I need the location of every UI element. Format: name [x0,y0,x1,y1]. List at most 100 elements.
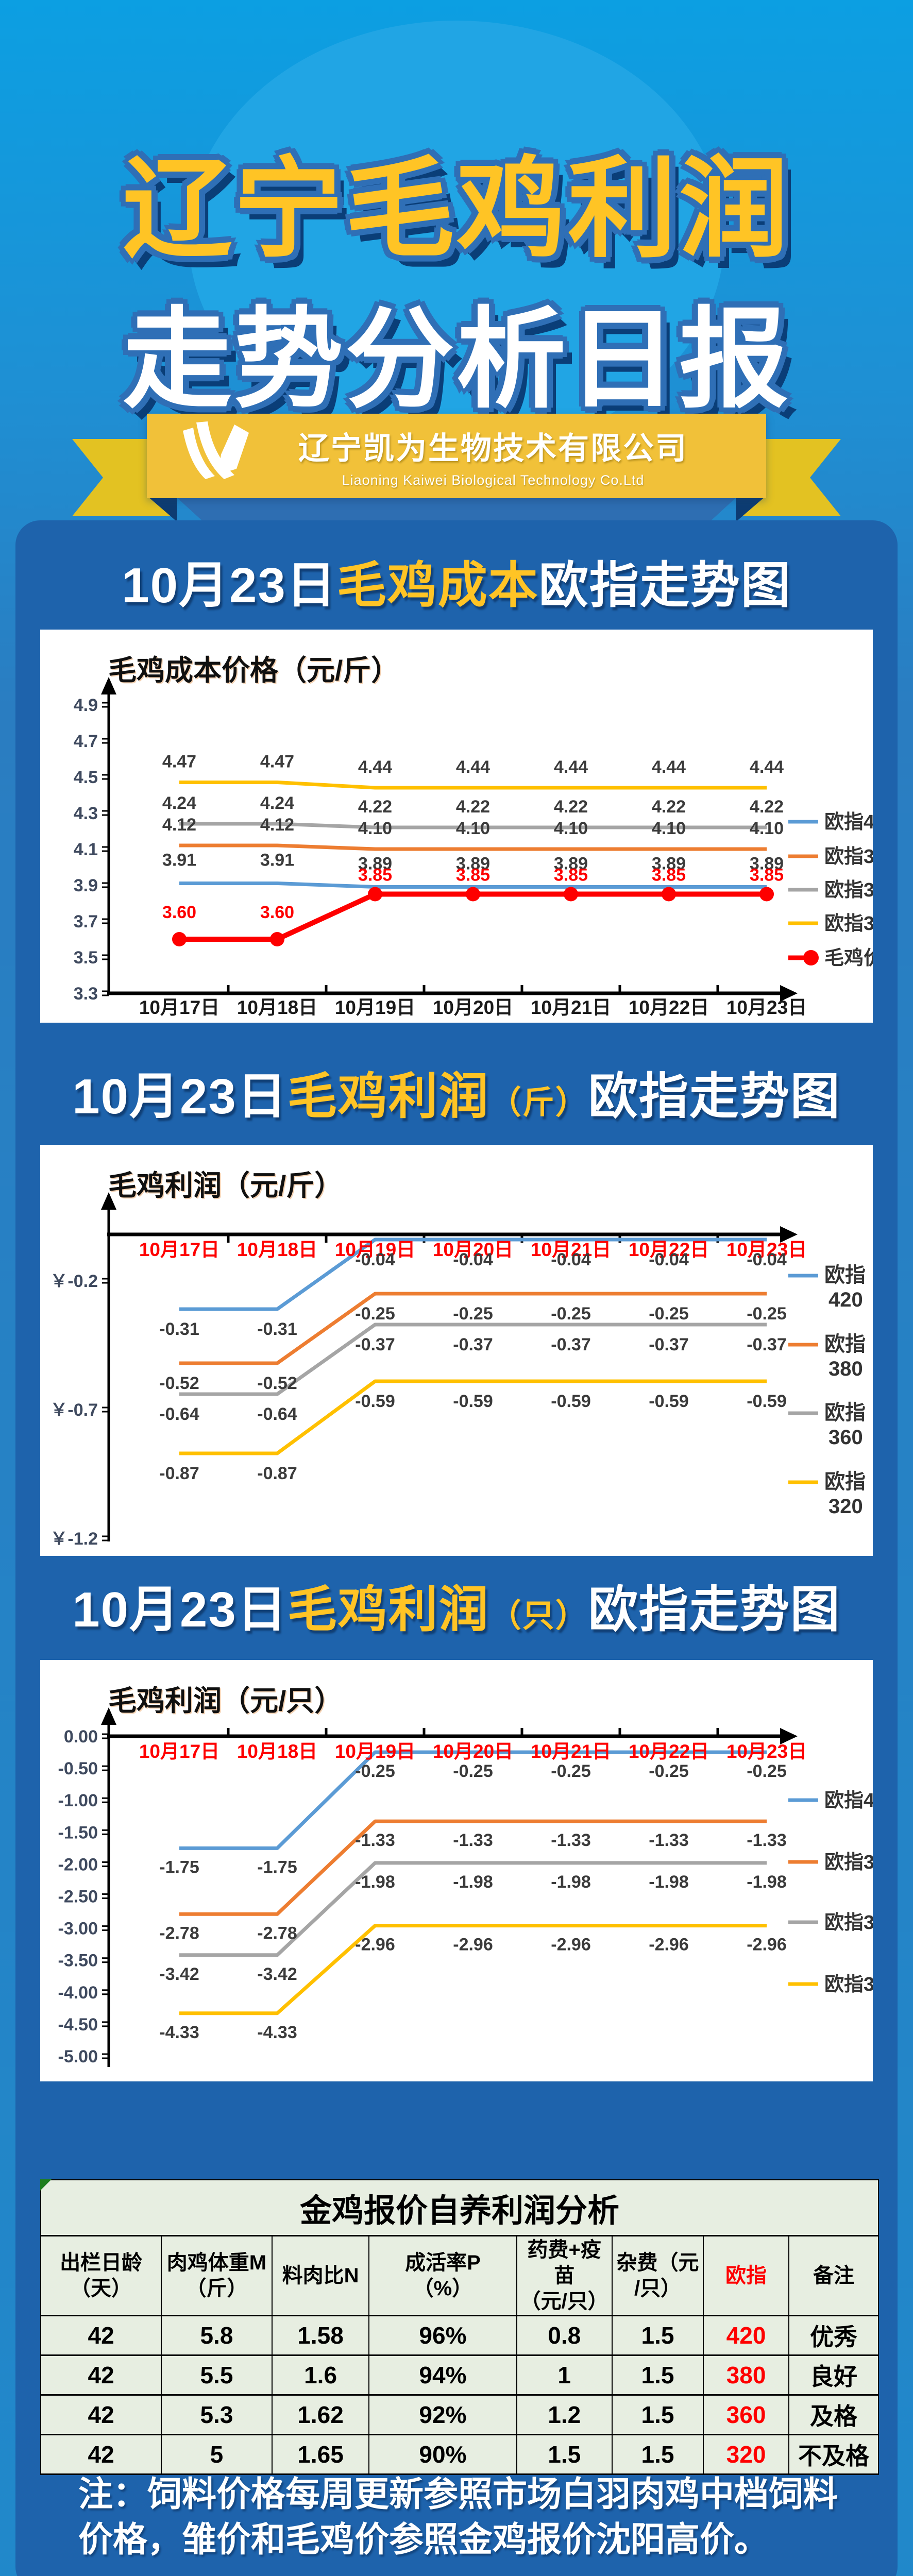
x-tick-label: 10月18日 [237,997,317,1018]
series-line-欧指380 [179,843,767,851]
data-label: 4.24 [162,793,196,813]
background-ellipse [189,21,724,453]
data-label: -0.37 [355,1335,395,1354]
table-cell: 1 [516,2354,613,2396]
y-tick-label: 4.3 [74,804,98,823]
table-cell: 96% [368,2315,517,2356]
table-row: 42 5.5 1.6 94% 1 1.5 380 良好 [40,2354,880,2396]
data-label: -2.96 [453,1935,493,1955]
data-label: -0.37 [453,1335,493,1354]
series-line-欧指360 [179,822,767,829]
company-name-block: 辽宁凯为生物技术有限公司 Liaoning Kaiwei Biological … [251,423,766,488]
table-cell: 1.5 [611,2354,704,2396]
data-label: 4.10 [652,819,686,838]
table-row: 42 5 1.65 90% 1.5 1.5 320 不及格 [40,2434,880,2475]
y-tick-label: 4.7 [74,732,98,751]
data-label: -0.25 [551,1761,591,1781]
data-label: 3.85 [750,866,784,885]
y-tick-label: 4.9 [74,696,98,715]
data-label: -3.42 [257,1964,297,1984]
data-label: -0.52 [257,1374,297,1393]
series-line-欧指320 [179,1924,767,2015]
data-label: 3.89 [358,854,392,874]
x-tick-label: 10月17日 [139,997,219,1018]
table-cell: 及格 [788,2394,880,2435]
table-cell: 5.3 [161,2394,273,2435]
data-label: -0.64 [257,1404,297,1424]
data-label: 3.60 [162,903,196,922]
table-cell: 优秀 [788,2315,880,2356]
data-label: -0.25 [649,1761,689,1781]
table-cell: 42 [40,2434,162,2475]
chart-panel-profit-jin: ￥-0.2 ￥-0.7 ￥-1.2 10月17日 10月18日 10月19日 10月20日 1… [40,1145,873,1556]
data-label: -0.04 [355,1250,395,1269]
data-label: -0.37 [649,1335,689,1354]
y-tick-label: 0.00 [64,1727,98,1747]
x-axis-arrow [780,985,798,1002]
table-header-cell: 出栏日龄 （天） [40,2235,162,2316]
x-axis-arrow [780,1728,798,1744]
data-label: -0.59 [747,1392,787,1411]
data-label: 3.60 [260,903,294,922]
x-tick-label: 10月20日 [433,1741,513,1762]
table-cell: 360 [703,2394,789,2435]
section-header-part: 欧指走势图 [588,1582,841,1637]
y-tick-label: 4.5 [74,768,98,787]
y-tick-label: ￥-1.2 [50,1529,98,1549]
section-header-profit-jin-chart: 10月23日毛鸡利润（斤）欧指走势图 [15,1056,898,1128]
data-label: 4.44 [652,757,686,777]
table-cell: 42 [40,2394,162,2435]
table-cell: 良好 [788,2354,880,2396]
legend-marker [803,950,819,965]
series-line-欧指420 [179,1238,767,1311]
data-label: -0.64 [159,1404,199,1424]
y-tick-label: -2.00 [58,1855,98,1874]
section-header-part: 毛鸡成本 [336,558,539,613]
table-header-cell: 成活率P （%） [368,2235,517,2316]
data-label: -0.04 [551,1250,591,1269]
data-point-marker [270,932,284,946]
table-title: 金鸡报价自养利润分析 [40,2179,879,2236]
table-cell: 1.65 [271,2434,370,2475]
data-label: -0.25 [355,1304,395,1324]
table-cell: 94% [368,2354,517,2396]
data-label: -0.59 [453,1392,493,1411]
y-tick-label: ￥-0.7 [50,1400,98,1420]
data-label: 4.22 [554,797,588,817]
section-header-part: （斤） [489,1085,588,1121]
company-name-en: Liaoning Kaiwei Biological Technology Co… [342,472,645,488]
x-tick-label: 10月19日 [335,997,415,1018]
data-label: -0.25 [453,1304,493,1324]
data-label: -4.33 [257,2023,297,2042]
data-label: 3.85 [652,866,686,885]
x-tick-label: 10月18日 [237,1741,317,1762]
y-tick-label: -4.50 [58,2015,98,2035]
data-label: 3.85 [456,866,490,885]
table-header-cell: 药费+疫苗 （元/只） [516,2235,613,2316]
table-cell: 1.58 [271,2315,370,2356]
page-title-line1: 辽宁毛鸡利润 [123,148,790,270]
data-label: -2.96 [551,1935,591,1955]
chart-panel-cost: 4.9 4.7 4.5 4.3 4.1 3.9 3.7 3.5 3.3 10月17日 10月18日 1… [40,630,873,1023]
data-label: 3.89 [456,854,490,874]
series-line-欧指420 [179,1750,767,1850]
data-point-marker [368,887,382,902]
data-label: -0.52 [159,1374,199,1393]
y-tick-label: -1.00 [58,1791,98,1810]
x-tick-label: 10月18日 [237,1239,317,1260]
data-label: 3.89 [554,854,588,874]
y-tick-label: 3.5 [74,948,98,968]
data-point-marker [172,932,187,946]
section-header-part: 毛鸡利润 [287,1582,489,1637]
data-label: 4.12 [162,815,196,835]
legend-label: 欧指 [824,1264,866,1286]
y-tick-label: -5.00 [58,2047,98,2066]
section-header-part: 毛鸡利润 [287,1069,489,1124]
legend-label: 360 [829,1426,863,1449]
y-tick-label: -3.00 [58,1919,98,1939]
data-label: 4.44 [750,757,784,777]
data-label: 3.85 [554,866,588,885]
x-tick-label: 10月21日 [531,1239,611,1260]
